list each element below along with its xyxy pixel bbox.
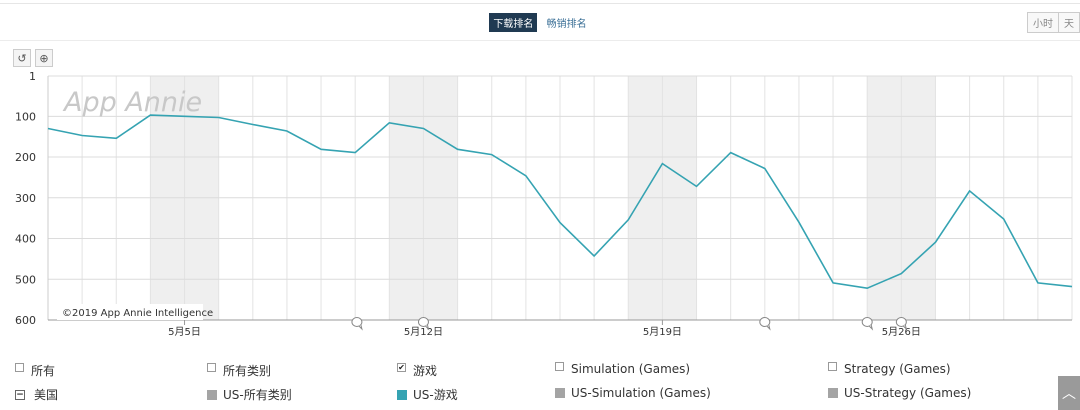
series-swatch [207, 389, 217, 400]
credit-text: ©2019 App Annie Intelligence [62, 308, 213, 319]
y-tick-label: 300 [15, 192, 36, 205]
y-tick-label: 600 [15, 314, 36, 327]
hour-button[interactable]: 小时 [1027, 12, 1059, 33]
y-tick-label: 1 [29, 70, 36, 83]
y-tick-label: 500 [15, 273, 36, 286]
legend-strategy[interactable]: Strategy (Games) [828, 361, 951, 376]
checkbox-icon[interactable] [828, 361, 837, 371]
annotation-markers [351, 317, 908, 331]
x-tick-label: 5月5日 [168, 326, 201, 338]
y-tick-label: 100 [15, 110, 36, 123]
reset-zoom-icon: ↺ [17, 51, 27, 65]
scroll-to-top-button[interactable]: ︿ [1058, 376, 1080, 410]
annotation-bubble-icon[interactable] [861, 317, 874, 331]
tab-grossing-rank[interactable]: 畅销排名 [546, 19, 587, 30]
legend-us-all-categories[interactable]: US-所有类别 [207, 386, 292, 403]
y-tick-label: 200 [15, 151, 36, 164]
annotation-bubble-icon[interactable] [759, 317, 771, 331]
legend-all-categories[interactable]: 所有类别 [207, 362, 271, 379]
annotation-bubble-icon[interactable] [895, 317, 908, 331]
x-tick-label: 5月26日 [882, 326, 921, 338]
zoom-in-button[interactable]: ⊕ [35, 49, 53, 67]
x-axis-ticks: 5月5日 5月12日 5月19日 5月26日 [168, 320, 921, 338]
checkbox-icon[interactable] [207, 363, 216, 372]
checkbox-checked-icon[interactable]: ✔ [397, 362, 406, 372]
toolbar-divider [0, 40, 1080, 41]
chevron-up-icon: ︿ [1062, 386, 1076, 402]
legend-simulation-label: Simulation (Games) [571, 362, 691, 376]
top-divider [0, 3, 1080, 4]
series-line-us-games [47, 114, 1073, 290]
legend-us-games-label: US-游戏 [413, 388, 458, 402]
time-granularity-toggle: 小时 天 [1027, 12, 1080, 33]
annotation-bubble-icon[interactable] [417, 317, 430, 331]
legend-simulation[interactable]: Simulation (Games) [555, 361, 691, 376]
series-swatch [828, 388, 838, 398]
x-tick-label: 5月12日 [404, 326, 443, 338]
collapse-minus-icon[interactable]: − [15, 389, 25, 400]
y-tick-label: 400 [15, 233, 36, 246]
rank-tabs: 下载排名 畅销排名 [0, 13, 1080, 32]
legend-us-all-categories-label: US-所有类别 [223, 388, 292, 402]
watermark: App Annie [62, 87, 202, 118]
legend-games[interactable]: ✔ 游戏 [397, 362, 437, 379]
legend-us-strategy-label: US-Strategy (Games) [844, 386, 972, 400]
series-swatch [555, 388, 565, 398]
credit-background [57, 304, 203, 320]
legend-all-categories-label: 所有类别 [223, 364, 272, 378]
legend-all[interactable]: 所有 [15, 362, 55, 379]
legend-country-us[interactable]: − 美国 [15, 386, 58, 403]
reset-zoom-button[interactable]: ↺ [13, 49, 31, 67]
legend-strategy-label: Strategy (Games) [844, 362, 951, 376]
legend-all-label: 所有 [31, 364, 56, 378]
legend-us-games[interactable]: US-游戏 [397, 386, 458, 403]
checkbox-icon[interactable] [15, 363, 24, 372]
zoom-in-icon: ⊕ [39, 51, 49, 65]
legend-games-label: 游戏 [413, 364, 438, 378]
legend-us-simulation-label: US-Simulation (Games) [571, 386, 711, 400]
checkbox-icon[interactable] [555, 361, 564, 371]
horizontal-gridlines [47, 75, 1072, 321]
x-tick-label: 5月19日 [643, 326, 682, 338]
series-swatch [397, 389, 407, 400]
legend-country-label: 美国 [34, 388, 59, 402]
annotation-bubble-icon[interactable] [351, 317, 363, 331]
tab-downloads-rank[interactable]: 下载排名 [489, 13, 538, 32]
y-axis-ticks: 1 100 200 300 400 500 600 [15, 70, 36, 327]
legend-us-strategy[interactable]: US-Strategy (Games) [828, 386, 971, 400]
legend-us-simulation[interactable]: US-Simulation (Games) [555, 386, 711, 400]
